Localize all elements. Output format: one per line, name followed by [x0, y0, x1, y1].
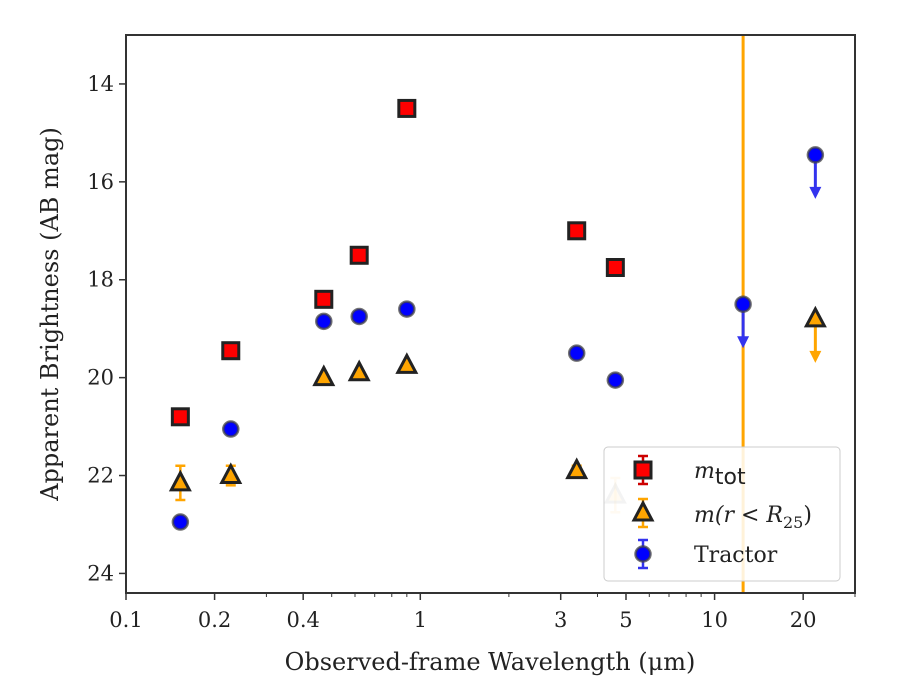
x-axis-title: Observed-frame Wavelength (μm)	[285, 648, 696, 676]
triangle-marker	[395, 352, 419, 374]
triangle-marker	[168, 469, 192, 492]
y-axis: 14 16 18 20 22 24	[87, 72, 126, 585]
triangle-marker	[803, 305, 827, 328]
plot-frame	[125, 34, 856, 594]
x-tick-label: 3	[554, 608, 567, 632]
square-marker	[397, 98, 417, 118]
square-marker	[633, 460, 653, 480]
circle-marker	[171, 513, 190, 531]
y-tick-label: 20	[87, 366, 114, 390]
circle-marker	[606, 371, 625, 389]
legend-label-mtot: mtot	[694, 459, 746, 490]
triangle-marker	[219, 462, 243, 485]
square-marker	[567, 221, 587, 241]
y-tick-label: 14	[87, 72, 114, 96]
upper-limit-arrow-head	[809, 186, 822, 199]
triangle-marker	[631, 499, 655, 522]
x-tick-label: 0.1	[109, 608, 142, 632]
circle-marker	[734, 295, 752, 313]
square-marker	[221, 341, 241, 361]
x-tick-label: 0.2	[198, 608, 231, 632]
upper-limit-arrow-head	[809, 350, 822, 363]
square-marker	[349, 245, 369, 265]
x-tick-label: 10	[701, 608, 728, 632]
circle-marker	[634, 545, 652, 563]
triangle-marker	[312, 364, 336, 387]
y-tick-label: 24	[87, 561, 114, 585]
legend: mtot m(r < R25) Tractor	[603, 446, 841, 582]
legend-box	[603, 446, 841, 582]
circle-marker	[350, 307, 368, 326]
data-markers	[168, 98, 827, 531]
square-marker	[170, 407, 190, 427]
circle-marker	[567, 344, 586, 362]
upper-limit-arrow-head	[737, 336, 750, 349]
legend-label-mr25: m(r < R25)	[694, 503, 812, 532]
square-marker	[605, 258, 625, 277]
x-tick-label: 0.4	[286, 608, 319, 632]
x-axis: 0.1 0.2 0.4 1 3 5 10 20	[109, 593, 856, 632]
square-marker	[314, 289, 334, 309]
x-tick-label: 5	[619, 608, 632, 632]
x-tick-label: 20	[790, 608, 817, 632]
y-tick-label: 22	[87, 464, 114, 488]
circle-marker	[315, 312, 333, 331]
legend-handles	[631, 454, 655, 570]
circle-marker	[806, 146, 825, 164]
y-axis-title: Apparent Brightness (AB mag)	[36, 127, 64, 502]
y-tick-label: 16	[87, 170, 114, 194]
circle-marker	[398, 300, 416, 318]
legend-label-tractor: Tractor	[694, 543, 778, 568]
circle-marker	[222, 420, 240, 438]
x-tick-label: 1	[414, 608, 427, 632]
triangle-marker	[565, 457, 589, 480]
triangle-marker	[347, 359, 371, 382]
y-tick-label: 18	[87, 268, 114, 292]
